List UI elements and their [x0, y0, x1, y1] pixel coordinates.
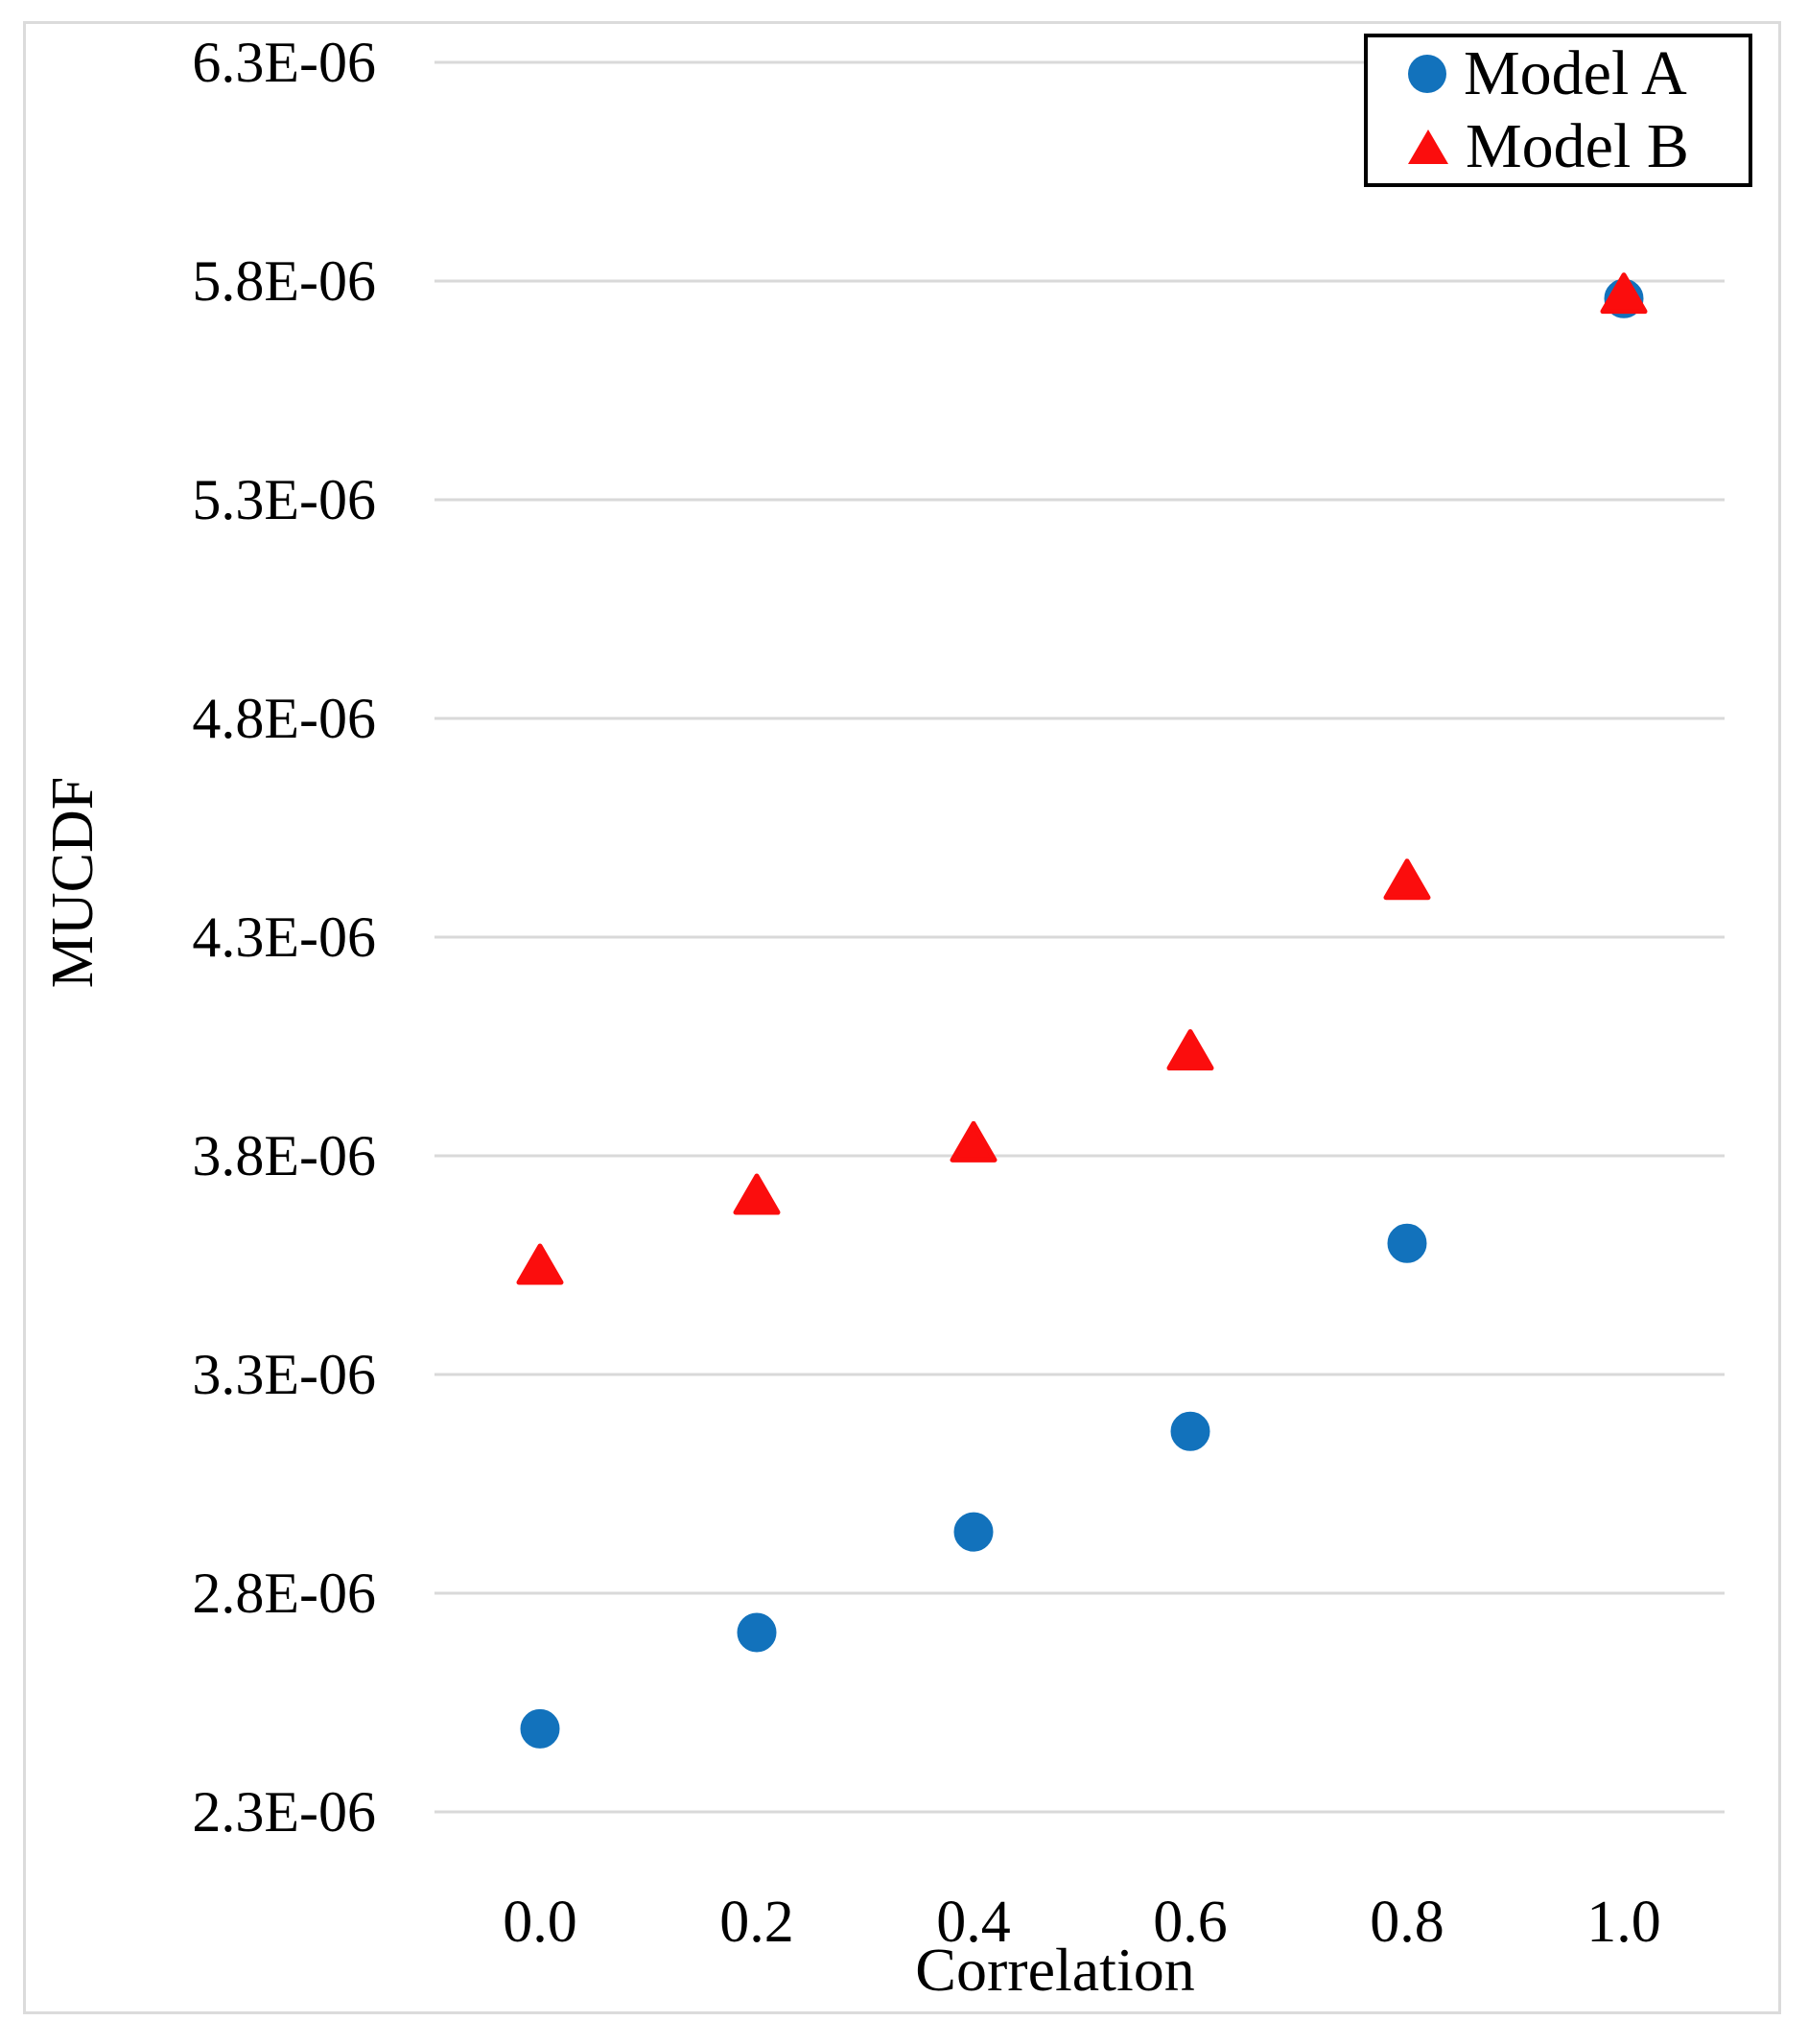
- y-tick-label: 4.3E-06: [192, 905, 376, 969]
- y-tick-label: 2.3E-06: [192, 1780, 376, 1844]
- legend-item-model-a: Model A: [1408, 37, 1749, 110]
- data-point-model-b-3: [1166, 1029, 1214, 1071]
- y-tick-label: 3.8E-06: [192, 1124, 376, 1187]
- data-point-model-b-1: [733, 1173, 781, 1215]
- legend-label-model-b: Model B: [1466, 111, 1689, 181]
- x-tick-label: 0.2: [719, 1890, 794, 1955]
- y-tick-label: 3.3E-06: [192, 1343, 376, 1406]
- data-point-model-b-5: [1600, 272, 1648, 315]
- circle-marker-icon: [1408, 55, 1446, 93]
- y-tick-label: 5.3E-06: [192, 468, 376, 531]
- x-axis-title: Correlation: [915, 1936, 1195, 2004]
- data-point-model-b-0: [516, 1243, 564, 1285]
- data-point-model-b-2: [950, 1120, 998, 1163]
- data-point-model-a-3: [1170, 1411, 1210, 1451]
- y-tick-label: 4.8E-06: [192, 687, 376, 750]
- y-tick-label: 6.3E-06: [192, 31, 376, 94]
- x-tick-label: 0.6: [1153, 1890, 1228, 1955]
- data-point-model-b-4: [1383, 858, 1431, 901]
- x-tick-label: 0.4: [936, 1890, 1011, 1955]
- x-tick-label: 0.0: [503, 1890, 577, 1955]
- x-tick-label: 0.8: [1370, 1890, 1444, 1955]
- data-point-model-a-2: [953, 1512, 994, 1552]
- triangle-marker-icon: [1408, 129, 1448, 164]
- data-point-model-a-0: [520, 1708, 560, 1749]
- data-point-model-a-4: [1387, 1223, 1427, 1263]
- x-tick-label: 1.0: [1586, 1890, 1661, 1955]
- y-tick-label: 5.8E-06: [192, 249, 376, 313]
- y-tick-label: 2.8E-06: [192, 1562, 376, 1625]
- legend: Model A Model B: [1364, 34, 1752, 187]
- legend-label-model-a: Model A: [1464, 38, 1687, 108]
- legend-item-model-b: Model B: [1408, 110, 1749, 183]
- y-axis-title: MUCDF: [40, 776, 106, 989]
- data-point-model-a-1: [737, 1612, 777, 1653]
